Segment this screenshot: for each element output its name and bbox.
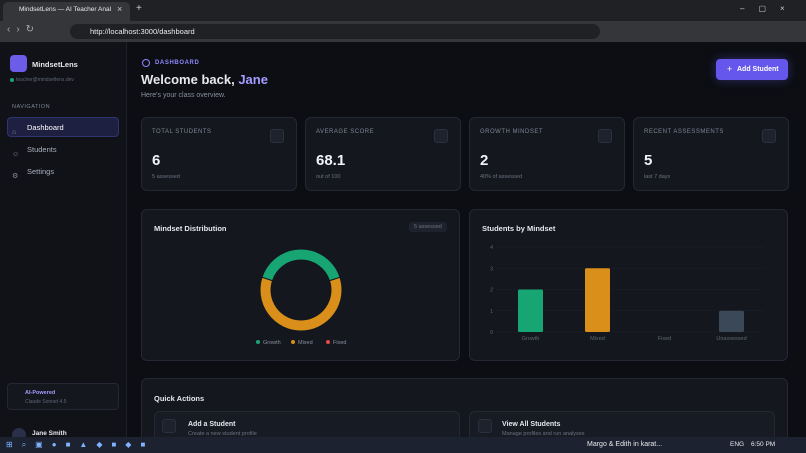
bar — [719, 310, 744, 332]
ai-box — [7, 383, 119, 410]
bar — [518, 289, 543, 332]
eyebrow: DASHBOARD — [155, 60, 200, 66]
y-tick-label: 4 — [490, 245, 493, 251]
legend-dot — [256, 340, 260, 344]
action-title: Add a Student — [188, 421, 236, 428]
media-title[interactable]: Margo & Edith in karat... — [587, 441, 663, 448]
brand: MindsetLens — [32, 60, 78, 69]
heading: Welcome back, Jane — [141, 72, 268, 87]
legend-dot — [291, 340, 295, 344]
donut-badge: 5 assessed — [409, 222, 447, 232]
url-field[interactable] — [70, 24, 600, 39]
stat-label: AVERAGE SCORE — [316, 129, 375, 135]
ai-model: Claude Sonnet 4.5 — [25, 399, 67, 405]
stat-value: 5 — [644, 152, 653, 169]
brand-logo — [10, 55, 27, 72]
stat-note: out of 100 — [316, 174, 341, 180]
action-card[interactable] — [469, 411, 775, 437]
stat-icon — [598, 129, 612, 143]
nav-item[interactable]: Students — [27, 145, 57, 154]
stat-value: 2 — [480, 152, 489, 169]
stat-value: 68.1 — [316, 152, 346, 169]
user-first-name: Jane — [238, 72, 268, 87]
action-card[interactable] — [154, 411, 460, 437]
x-tick-label: Mixed — [590, 336, 605, 342]
donut-chart: Growth Mixed Fixed — [256, 248, 346, 346]
legend-label: Mixed — [298, 340, 313, 346]
status-dot — [10, 78, 14, 82]
taskbar — [0, 437, 806, 453]
action-description: Create a new student profile — [188, 431, 257, 437]
y-tick-label: 2 — [490, 288, 493, 294]
donut-title: Mindset Distribution — [154, 224, 227, 233]
y-tick-label: 0 — [490, 330, 493, 336]
nav-icons: ⌂ ☺ ⚙ — [12, 129, 20, 180]
nav-buttons[interactable]: ‹›↻ — [7, 24, 41, 35]
action-title: View All Students — [502, 421, 561, 428]
stat-icon — [434, 129, 448, 143]
button-label: Add Student — [737, 66, 779, 73]
tab-close[interactable]: × — [117, 4, 123, 14]
window-controls[interactable]: –▢× — [740, 4, 799, 13]
nav-item[interactable]: Dashboard — [27, 123, 64, 132]
donut-segment — [259, 276, 343, 332]
tab-bar — [0, 0, 806, 21]
clock: 6:50 PM — [751, 441, 776, 448]
action-icon — [478, 419, 492, 433]
stat-icon — [270, 129, 284, 143]
bar — [585, 268, 610, 332]
donut-segment — [261, 248, 341, 282]
sidebar — [0, 42, 127, 437]
nav-label: NAVIGATION — [12, 104, 51, 110]
language: ENG — [730, 441, 745, 448]
tab[interactable] — [3, 2, 130, 21]
ai-title: AI-Powered — [25, 390, 56, 396]
nav-item[interactable]: Settings — [27, 167, 55, 176]
bar-title: Students by Mindset — [482, 224, 556, 233]
taskbar-apps[interactable]: ⊞⌕▣●■▲◆■◆■ — [6, 440, 155, 449]
user-name: Jane Smith — [32, 430, 67, 437]
tab-title: MindsetLens — AI Teacher Anal — [19, 6, 112, 13]
bar-chart: 0 1 2 3 4 Growth Mixed Fixed Unassessed — [490, 245, 765, 342]
stat-value: 6 — [152, 152, 161, 169]
greeting: Welcome back, — [141, 72, 235, 87]
quick-actions-card: Quick Actions Add a Student Create a new… — [141, 378, 788, 437]
stat-note: last 7 days — [644, 174, 671, 180]
stat-note: 5 assessed — [152, 174, 180, 180]
eyebrow-icon — [142, 59, 150, 67]
donut-card — [141, 209, 460, 361]
email: teacher@mindsetlens.dev — [16, 77, 74, 83]
quick-actions-title: Quick Actions — [154, 394, 205, 403]
y-tick-label: 3 — [490, 266, 493, 272]
x-tick-label: Fixed — [658, 336, 671, 342]
url: http://localhost:3000/dashboard — [90, 27, 195, 36]
x-tick-label: Unassessed — [716, 336, 746, 342]
legend-label: Fixed — [333, 340, 346, 346]
action-description: Manage profiles and run analyses — [502, 431, 585, 437]
legend-label: Growth — [263, 340, 281, 346]
add-student-button[interactable] — [716, 59, 788, 80]
new-tab[interactable]: + — [136, 3, 142, 14]
stat-label: TOTAL STUDENTS — [152, 129, 212, 135]
stat-note: 40% of assessed — [480, 174, 522, 180]
bar-card — [469, 209, 788, 361]
nav-active[interactable] — [7, 117, 119, 137]
x-tick-label: Growth — [522, 336, 540, 342]
stat-icon — [762, 129, 776, 143]
stat-label: GROWTH MINDSET — [480, 129, 543, 135]
plus-icon: + — [727, 64, 733, 74]
stat-label: RECENT ASSESSMENTS — [644, 129, 724, 135]
action-icon — [162, 419, 176, 433]
subtitle: Here's your class overview. — [141, 92, 226, 99]
legend-dot — [326, 340, 330, 344]
quick-actions-clip: Quick Actions Add a Student Create a new… — [127, 370, 806, 437]
y-tick-label: 1 — [490, 309, 493, 315]
